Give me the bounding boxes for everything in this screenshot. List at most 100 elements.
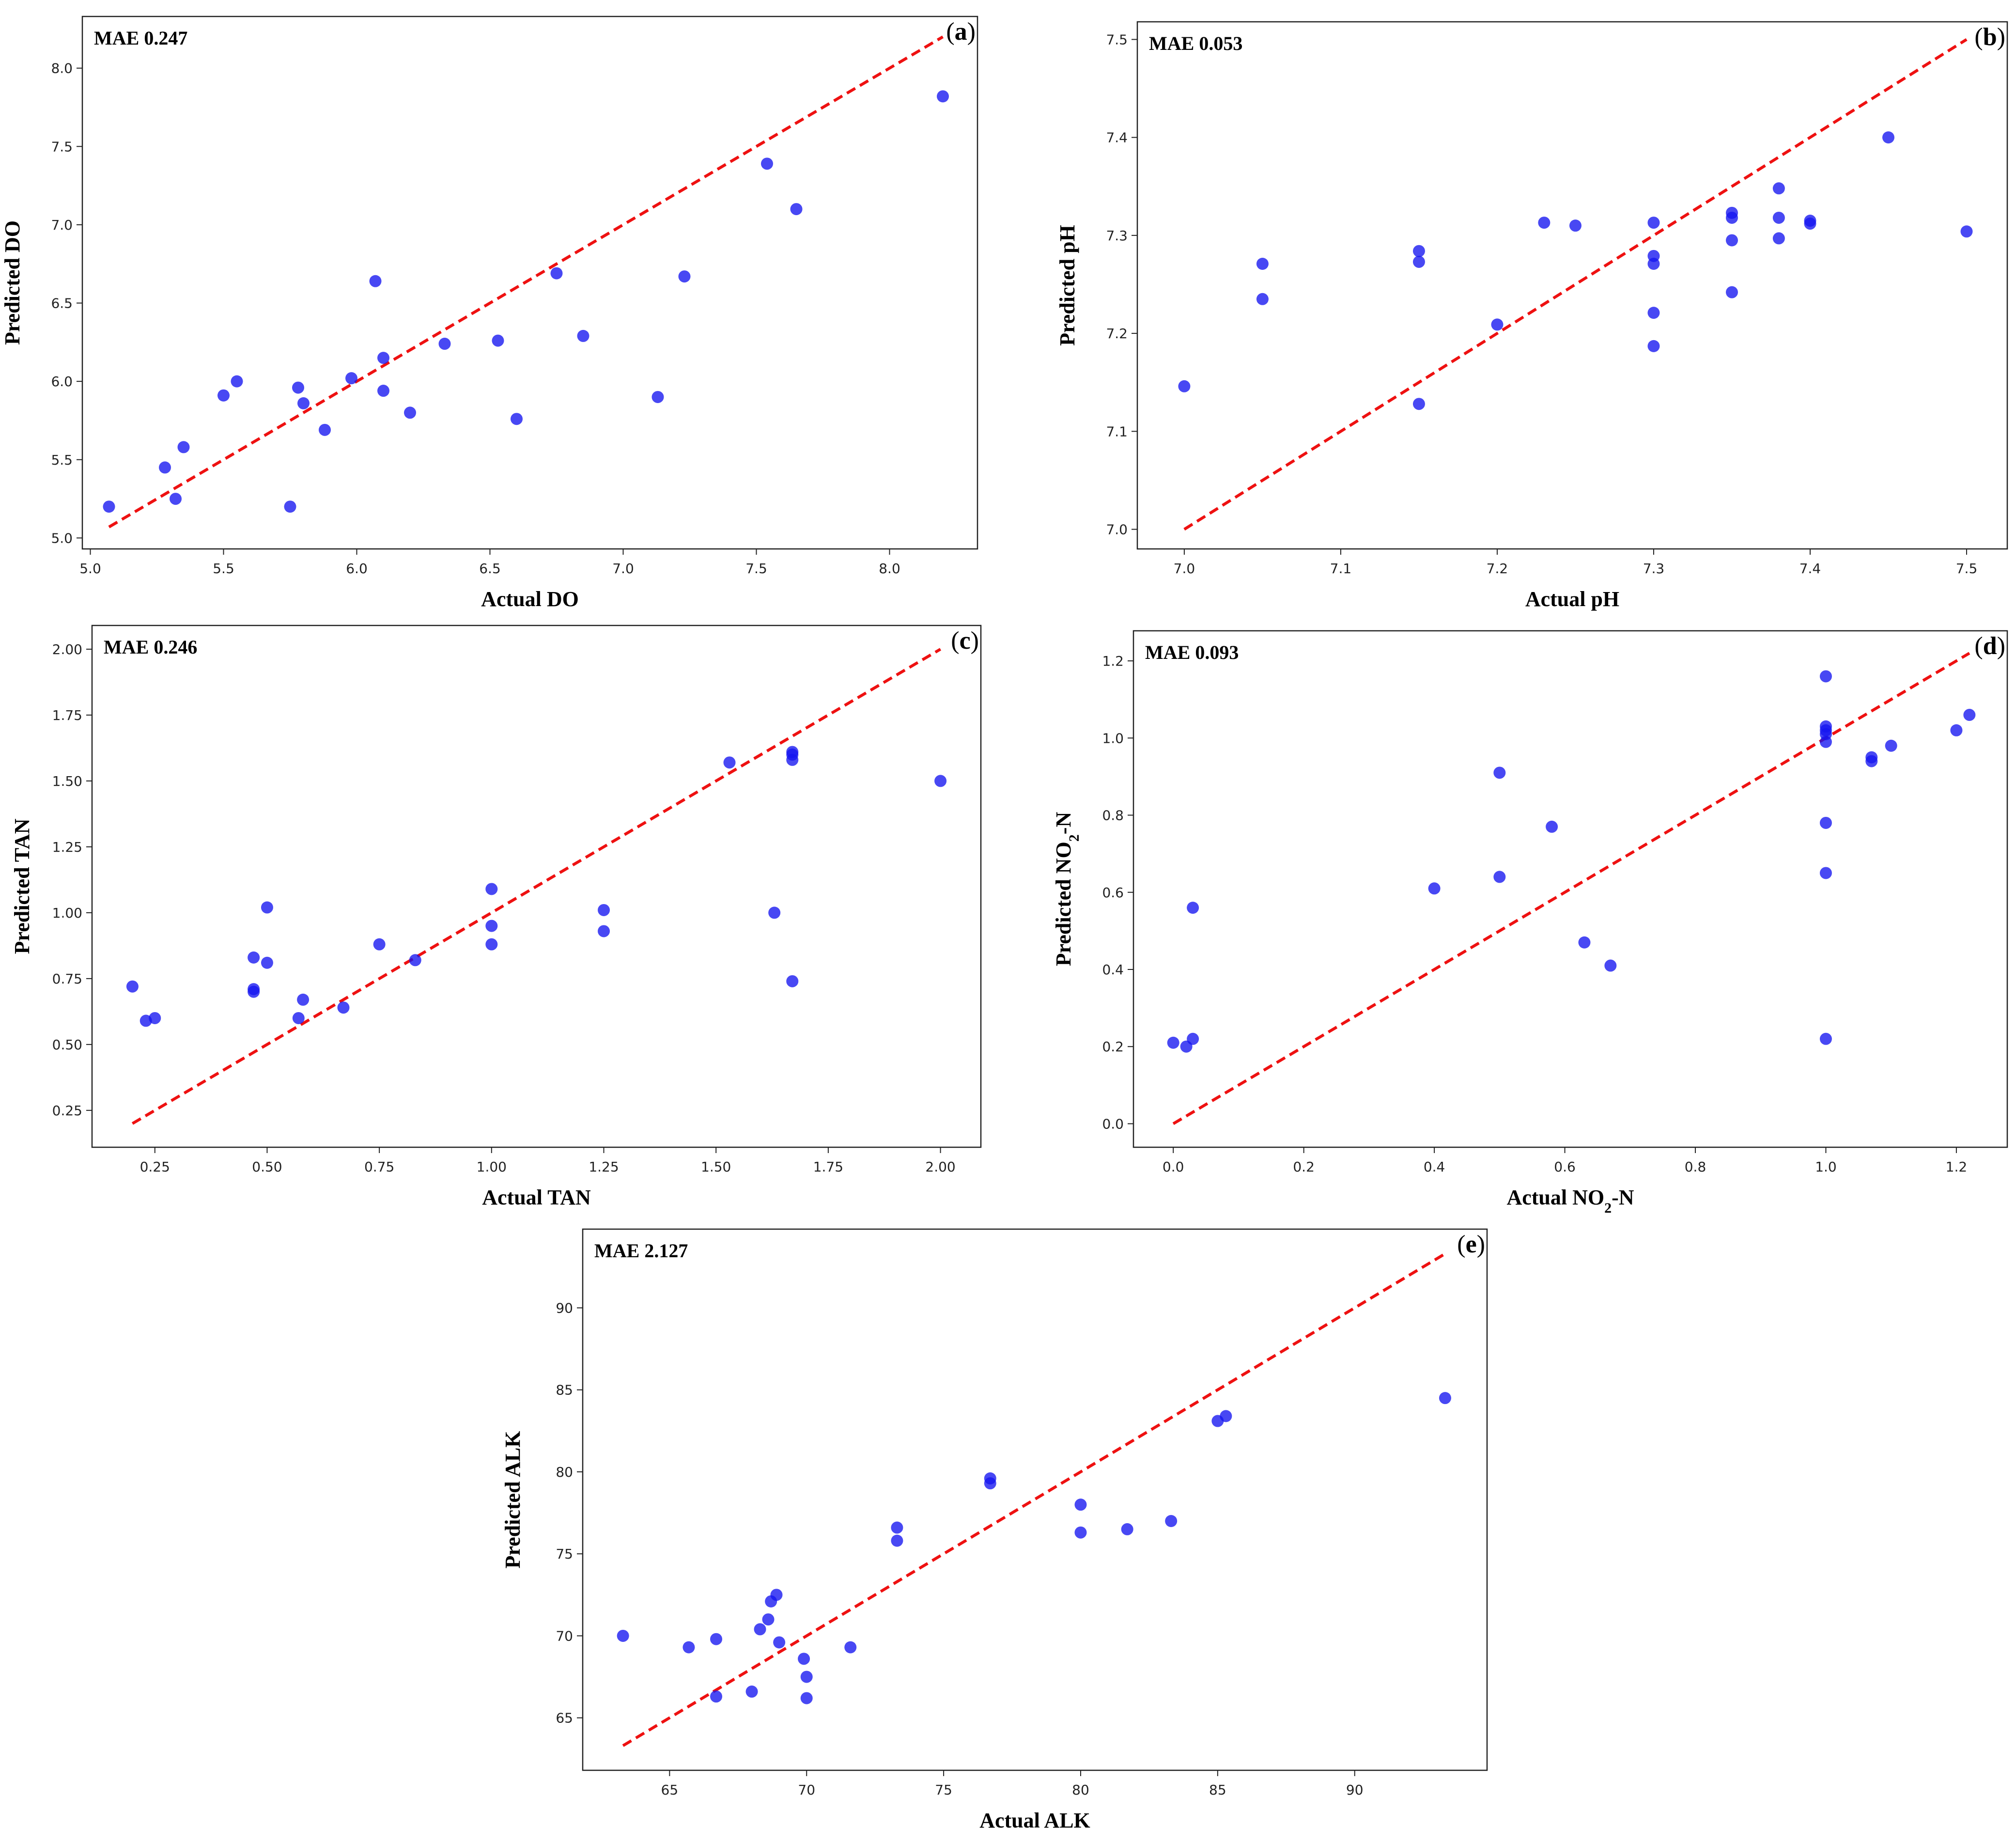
x-tick-label: 1.0 [1815,1159,1837,1175]
data-point [1819,867,1832,879]
data-point [550,267,563,280]
x-tick-label: 1.75 [813,1159,843,1175]
data-point [773,1636,786,1649]
y-tick-label: 7.3 [1106,228,1128,244]
data-point [292,381,304,394]
y-tick-label: 0.2 [1102,1039,1124,1055]
data-point [1412,245,1425,257]
data-point [177,441,190,453]
x-tick-label: 7.4 [1799,561,1821,577]
y-tick-label: 8.0 [51,61,73,77]
x-tick-label: 7.0 [1174,561,1195,577]
data-point [1963,709,1976,721]
y-tick-label: 0.8 [1102,808,1124,824]
data-point [800,1670,813,1683]
x-tick-label: 7.0 [612,561,634,577]
data-point [598,925,610,937]
data-point [1725,211,1738,224]
data-point [761,157,773,170]
data-point [1074,1499,1087,1511]
y-tick-label: 75 [556,1546,573,1562]
data-point [1882,131,1895,144]
ideal-fit-line [1183,38,1968,531]
data-point [345,372,357,385]
x-tick-label: 1.25 [589,1159,619,1175]
data-point [369,275,382,287]
y-tick-label: 2.00 [52,641,82,657]
data-point [786,753,799,766]
data-point [1819,735,1832,748]
data-point [1960,225,1973,238]
x-axis-label: Actual pH [1525,587,1619,611]
x-tick-label: 75 [935,1782,952,1798]
data-point [261,956,273,969]
mae-annotation: MAE 0.246 [104,636,197,658]
data-point [682,1641,695,1654]
y-axis-label: Predicted NO2-N [1052,812,1082,967]
data-point [1865,755,1878,767]
data-point [1074,1526,1087,1539]
data-point [790,203,803,216]
y-tick-label: 1.25 [52,839,82,855]
data-point [377,352,389,364]
panel-letter: (c) [951,627,979,655]
y-tick-label: 85 [556,1382,573,1398]
y-tick-label: 7.2 [1106,326,1128,342]
data-point [126,980,139,993]
data-point [1772,232,1785,245]
data-point [1256,258,1269,270]
panel-letter-text: e [1466,1231,1477,1258]
panel-letter-text: d [1983,632,1997,660]
y-tick-label: 0.4 [1102,962,1124,978]
data-point [217,389,230,402]
data-point [1412,255,1425,268]
panel-d: 0.0 0.2 0.4 0.6 0.8 1.0 1.2 0.0 0.2 0.4 0.6 0.8 1.0 1… [1052,630,2008,1216]
x-axis-label: Actual NO2-N [1506,1186,1634,1216]
data-point [1819,670,1832,683]
data-point [1819,816,1832,829]
data-point [1647,217,1660,229]
data-point [754,1623,766,1636]
x-tick-label: 85 [1209,1782,1226,1798]
panel-c: 0.25 0.50 0.75 1.00 1.25 1.50 1.75 2.00 0.25 0.50… [10,624,982,1209]
plot-frame [91,624,982,1148]
x-tick-label: 1.2 [1946,1159,1968,1175]
x-tick-label: 0.0 [1163,1159,1184,1175]
x-tick-label: 2.00 [925,1159,955,1175]
x-tick-label: 0.2 [1293,1159,1315,1175]
data-point [1439,1392,1451,1405]
data-point [934,775,947,787]
x-tick-label: 8.0 [879,561,900,577]
x-axis-label: Actual TAN [482,1186,591,1209]
y-axis-label: Predicted ALK [501,1431,525,1569]
x-axis-label: Actual ALK [979,1809,1090,1832]
y-tick-label: 80 [556,1464,573,1480]
data-point [1165,1515,1178,1528]
data-point [786,975,799,987]
data-point [1493,871,1506,883]
x-tick-label: 0.4 [1424,1159,1445,1175]
data-point [261,901,273,914]
data-point [770,1589,783,1601]
data-point [492,334,504,347]
data-point [284,500,296,513]
data-point [485,938,498,951]
panel-letter-text: b [1983,23,1997,51]
y-tick-label: 70 [556,1628,573,1644]
y-tick-label: 7.1 [1106,423,1128,439]
data-point [1950,724,1963,736]
y-tick-label: 7.4 [1106,130,1128,146]
ideal-fit-line [108,35,944,529]
data-point [844,1641,857,1654]
x-tick-label: 6.5 [479,561,501,577]
x-tick-label: 70 [798,1782,815,1798]
x-tick-label: 5.0 [79,561,101,577]
y-tick-label: 1.0 [1102,730,1124,746]
data-point [577,329,589,342]
data-point [373,938,386,951]
data-point [377,385,389,397]
data-point [1493,766,1506,779]
y-tick-label: 7.5 [1106,31,1128,47]
data-point [651,390,664,403]
x-tick-label: 7.3 [1643,561,1665,577]
